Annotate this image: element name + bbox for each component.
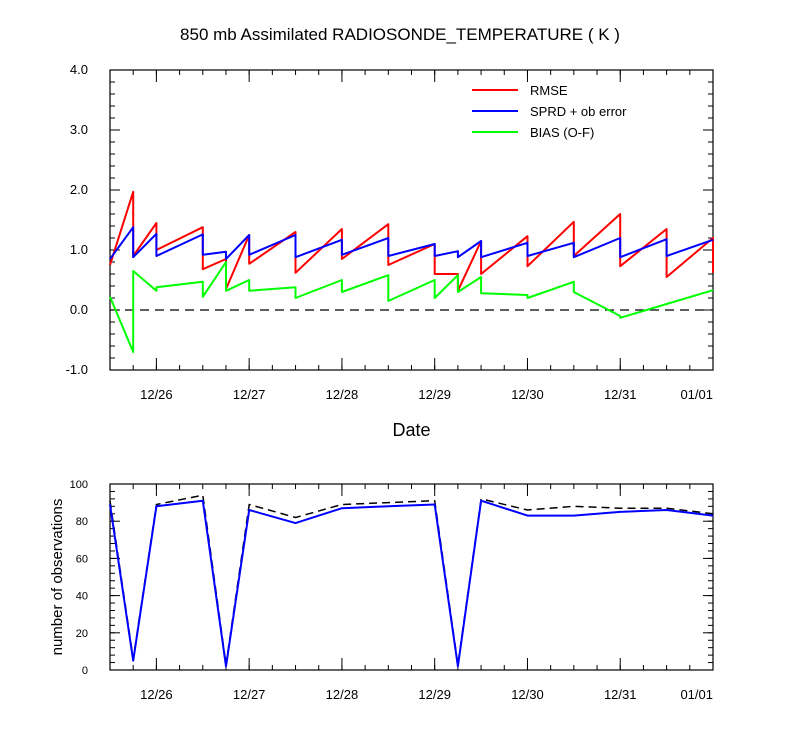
chart0-y-tick-label: -1.0	[66, 362, 88, 377]
chart1-series-solid-line	[109, 499, 714, 668]
chart0-y-tick-label: 3.0	[70, 122, 88, 137]
chart1-x-tick-label: 12/27	[233, 687, 266, 702]
chart1-y-tick-label: 0	[82, 665, 88, 677]
chart0-y-tick-label: 0.0	[70, 302, 88, 317]
chart0-series-bias-o-f-line	[109, 261, 714, 353]
chart0-series-rmse-line	[109, 190, 714, 292]
chart1-y-axis-label: number of observations	[49, 499, 66, 656]
chart0-x-tick-label: 12/31	[604, 387, 637, 402]
chart1-x-tick-label: 01/01	[680, 687, 713, 702]
chart1-x-tick-label: 12/28	[326, 687, 359, 702]
chart0-y-tick-label: 1.0	[70, 242, 88, 257]
chart0-x-tick-label: 12/30	[511, 387, 544, 402]
chart0-legend-label: SPRD + ob error	[530, 104, 627, 119]
chart1-y-tick-label: 40	[76, 591, 88, 603]
chart0-x-tick-label: 12/26	[140, 387, 173, 402]
chart0-y-tick-label: 4.0	[70, 62, 88, 77]
chart1-x-tick-label: 12/29	[418, 687, 451, 702]
chart1-y-tick-label: 60	[76, 553, 88, 565]
chart0-series-sprd-ob-error-line	[109, 226, 714, 260]
chart1-y-tick-label: 100	[70, 479, 88, 491]
chart0-x-tick-label: 12/27	[233, 387, 266, 402]
chart0-x-tick-label: 01/01	[680, 387, 713, 402]
chart0-x-tick-label: 12/28	[326, 387, 359, 402]
chart0-legend-label: RMSE	[530, 83, 568, 98]
chart1-x-tick-label: 12/26	[140, 687, 173, 702]
chart1-y-tick-label: 80	[76, 516, 88, 528]
chart0-x-axis-label: Date	[392, 420, 430, 440]
chart0-title: 850 mb Assimilated RADIOSONDE_TEMPERATUR…	[180, 25, 620, 44]
chart1-x-tick-label: 12/31	[604, 687, 637, 702]
chart1-series-dashed-line	[109, 494, 714, 666]
chart1-x-tick-label: 12/30	[511, 687, 544, 702]
chart0-y-tick-label: 2.0	[70, 182, 88, 197]
chart1-y-tick-label: 20	[76, 628, 88, 640]
chart0-legend-label: BIAS (O-F)	[530, 125, 594, 140]
chart0-x-tick-label: 12/29	[418, 387, 451, 402]
